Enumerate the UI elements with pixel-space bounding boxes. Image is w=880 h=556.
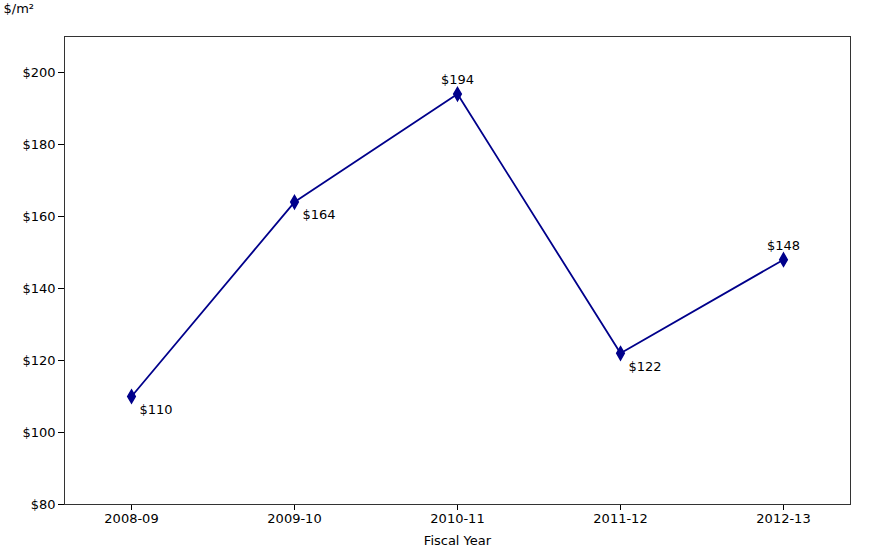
svg-text:2011-12: 2011-12 xyxy=(593,511,647,526)
svg-text:$200: $200 xyxy=(22,65,55,80)
svg-text:$160: $160 xyxy=(22,209,55,224)
svg-text:$80: $80 xyxy=(31,497,56,512)
svg-text:$122: $122 xyxy=(629,359,662,374)
svg-text:$110: $110 xyxy=(140,402,173,417)
svg-text:$140: $140 xyxy=(22,281,55,296)
svg-text:2008-09: 2008-09 xyxy=(104,511,158,526)
svg-text:$180: $180 xyxy=(22,137,55,152)
svg-text:$100: $100 xyxy=(22,425,55,440)
svg-text:$194: $194 xyxy=(441,72,474,87)
svg-text:2009-10: 2009-10 xyxy=(267,511,321,526)
svg-text:$120: $120 xyxy=(22,353,55,368)
svg-text:2010-11: 2010-11 xyxy=(430,511,484,526)
svg-text:$164: $164 xyxy=(303,207,336,222)
svg-text:$/m²: $/m² xyxy=(4,1,35,16)
svg-text:$148: $148 xyxy=(767,238,800,253)
svg-text:Fiscal Year: Fiscal Year xyxy=(424,533,492,548)
svg-text:2012-13: 2012-13 xyxy=(756,511,810,526)
